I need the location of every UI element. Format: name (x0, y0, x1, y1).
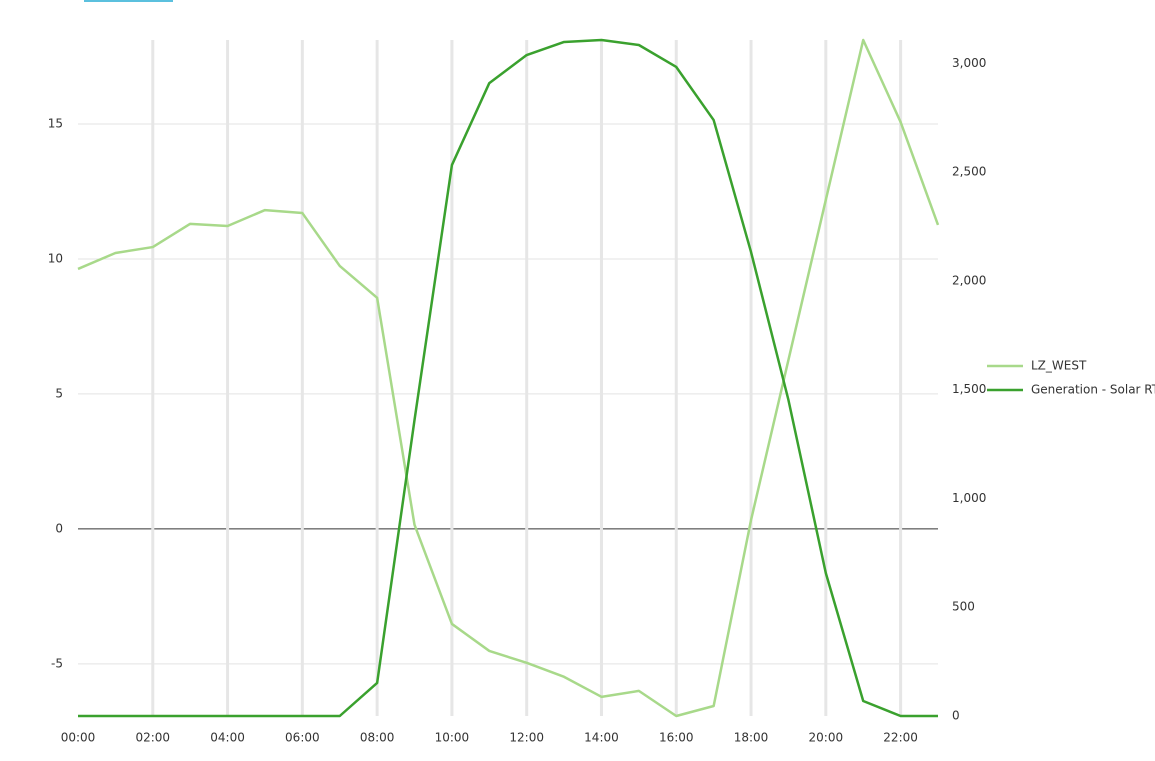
x-tick-label: 18:00 (734, 731, 769, 745)
x-tick-label: 04:00 (210, 731, 245, 745)
y2-tick-label: 500 (952, 600, 975, 614)
x-tick-label: 00:00 (61, 731, 96, 745)
x-tick-label: 16:00 (659, 731, 694, 745)
x-tick-label: 10:00 (435, 731, 470, 745)
x-tick-label: 12:00 (509, 731, 544, 745)
y-tick-label: -5 (51, 656, 63, 670)
y2-tick-label: 1,000 (952, 491, 986, 505)
x-tick-label: 08:00 (360, 731, 395, 745)
legend-label: Generation - Solar RT (1031, 383, 1155, 397)
header-tab (84, 0, 173, 2)
y2-tick-label: 3,000 (952, 56, 986, 70)
series-line (78, 38, 938, 718)
x-tick-label: 14:00 (584, 731, 619, 745)
y-tick-label: 10 (48, 251, 63, 265)
y2-tick-label: 1,500 (952, 382, 986, 396)
legend-label: LZ_WEST (1031, 359, 1087, 373)
x-tick-label: 20:00 (809, 731, 844, 745)
x-tick-label: 02:00 (135, 731, 170, 745)
y-tick-label: 0 (55, 521, 63, 535)
x-tick-label: 22:00 (883, 731, 918, 745)
y2-tick-label: 0 (952, 709, 960, 723)
y2-tick-label: 2,500 (952, 165, 986, 179)
x-tick-label: 06:00 (285, 731, 320, 745)
y-tick-label: 15 (48, 116, 63, 130)
series-line (77, 38, 940, 718)
y2-tick-label: 2,000 (952, 273, 986, 287)
y-tick-label: 5 (55, 386, 63, 400)
